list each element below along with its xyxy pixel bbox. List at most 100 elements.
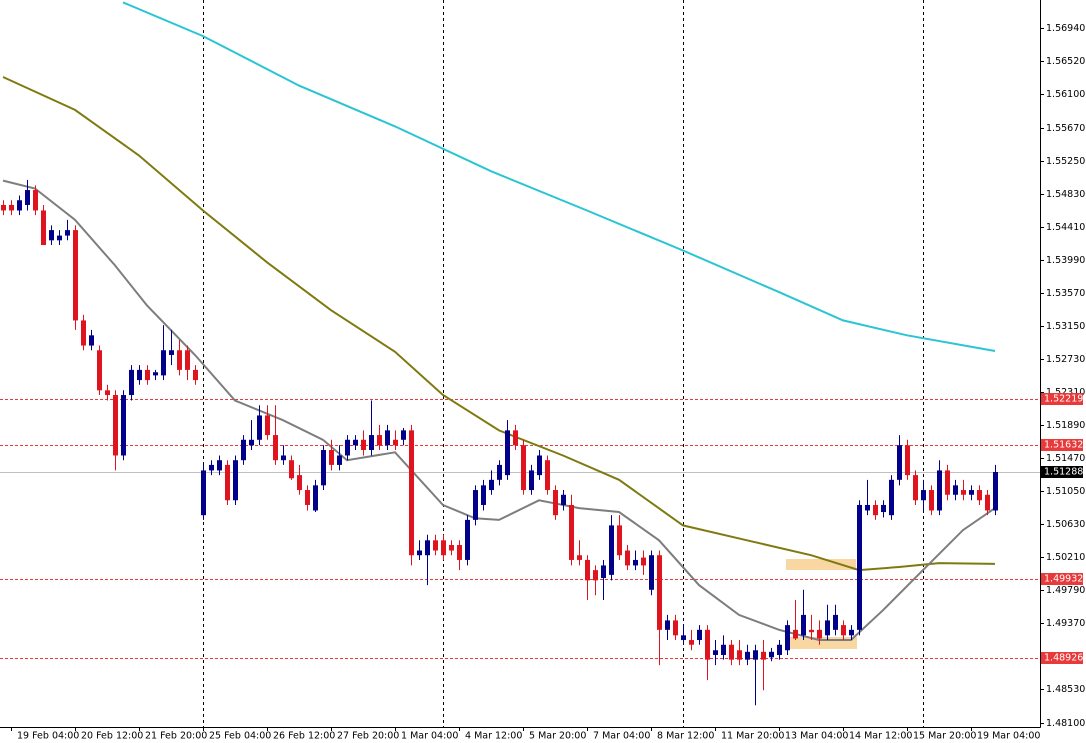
candle-body	[817, 629, 822, 639]
candle-body	[425, 540, 430, 556]
candle-body	[113, 395, 118, 456]
y-tick-label: 1.49790	[1046, 585, 1085, 596]
x-tick-label: 4 Mar 12:00	[465, 731, 522, 742]
candle-body	[913, 475, 918, 501]
candle-body	[937, 470, 942, 511]
candle-body	[649, 555, 654, 590]
candle-body	[313, 485, 318, 511]
candle-body	[33, 190, 38, 211]
y-tick-label: 1.53150	[1046, 321, 1085, 332]
candle-body	[713, 650, 718, 655]
y-tick-label: 1.56520	[1046, 56, 1085, 67]
x-tick-label: 26 Feb 12:00	[273, 731, 335, 742]
candle-body	[857, 504, 862, 630]
candle-body	[729, 644, 734, 660]
candle-body	[617, 525, 622, 556]
y-tick-label: 1.48100	[1046, 718, 1085, 729]
y-tick-label: 1.51470	[1046, 453, 1085, 464]
candle-body	[865, 504, 870, 511]
candle-body	[921, 490, 926, 501]
x-tick-label: 19 Mar 04:00	[977, 731, 1040, 742]
candle-body	[953, 485, 958, 495]
candle-body	[129, 369, 134, 396]
candle-body	[49, 230, 54, 241]
candle-body	[681, 635, 686, 641]
x-tick-label: 25 Feb 04:00	[209, 731, 271, 742]
candle-body	[465, 519, 470, 560]
candle-body	[625, 550, 630, 566]
level-label-box	[1041, 393, 1083, 405]
candle-body	[81, 320, 86, 346]
candle-body	[497, 464, 502, 480]
candle-body	[233, 460, 238, 501]
candle-body	[281, 455, 286, 461]
candle-body	[737, 650, 742, 660]
candle-body	[873, 504, 878, 516]
candle-body	[785, 625, 790, 651]
candle-body	[905, 445, 910, 476]
candle-body	[793, 629, 798, 639]
candle-body	[945, 470, 950, 495]
y-tick-label: 1.51890	[1046, 420, 1085, 431]
candle-body	[473, 490, 478, 520]
candle-body	[57, 235, 62, 241]
candle-body	[761, 651, 766, 660]
moving-average	[122, 1, 996, 352]
x-tick-label: 15 Mar 20:00	[913, 731, 976, 742]
y-tick-label: 1.53990	[1046, 255, 1085, 266]
candle-body	[561, 494, 566, 505]
candle-body	[377, 435, 382, 446]
candle-body	[969, 490, 974, 495]
x-tick-label: 27 Feb 20:00	[337, 731, 399, 742]
candle-body	[609, 525, 614, 575]
candle-body	[849, 629, 854, 636]
level-label: 1.51632	[1044, 440, 1083, 451]
candle-body	[993, 471, 998, 511]
candle-body	[17, 200, 22, 211]
x-tick-label: 14 Mar 12:00	[849, 731, 912, 742]
x-tick-label: 19 Feb 04:00	[17, 731, 79, 742]
candle-body	[569, 504, 574, 560]
candle-body	[489, 479, 494, 491]
y-tick-label: 1.53570	[1046, 288, 1085, 299]
candle-body	[41, 210, 46, 246]
candle-body	[769, 651, 774, 658]
y-tick-label: 1.50210	[1046, 552, 1085, 563]
level-label-box	[1041, 439, 1083, 451]
x-tick-label: 13 Mar 04:00	[785, 731, 848, 742]
candle-body	[89, 335, 94, 346]
candle-body	[185, 350, 190, 370]
y-tick-label: 1.48530	[1046, 684, 1085, 695]
candle-body	[977, 490, 982, 501]
y-tick-label: 1.52310	[1046, 387, 1085, 398]
candle-body	[657, 555, 662, 630]
bid-label-box	[1041, 466, 1083, 478]
candle-body	[881, 504, 886, 513]
y-tick-label: 1.55250	[1046, 156, 1085, 167]
candle-body	[393, 439, 398, 446]
x-tick-label: 11 Mar 20:00	[721, 731, 784, 742]
candle-body	[777, 644, 782, 655]
candle-body	[9, 204, 14, 211]
x-tick-label: 21 Feb 20:00	[145, 731, 207, 742]
candle-body	[137, 369, 142, 381]
level-label: 1.48926	[1044, 653, 1083, 664]
level-label-box	[1041, 652, 1083, 664]
y-tick-label: 1.54410	[1046, 222, 1085, 233]
candle-body	[841, 625, 846, 636]
y-tick-label: 1.50630	[1046, 519, 1085, 530]
candle-body	[825, 620, 830, 636]
candle-body	[225, 464, 230, 501]
level-label: 1.49932	[1044, 574, 1083, 585]
candle-body	[337, 455, 342, 465]
candle-body	[753, 650, 758, 660]
candle-body	[329, 449, 334, 465]
candle-body	[929, 490, 934, 511]
candle-body	[289, 460, 294, 479]
candle-body	[537, 455, 542, 476]
candle-body	[601, 565, 606, 579]
bid-label: 1.51288	[1044, 467, 1083, 478]
candle-body	[145, 369, 150, 381]
candle-body	[633, 559, 638, 566]
